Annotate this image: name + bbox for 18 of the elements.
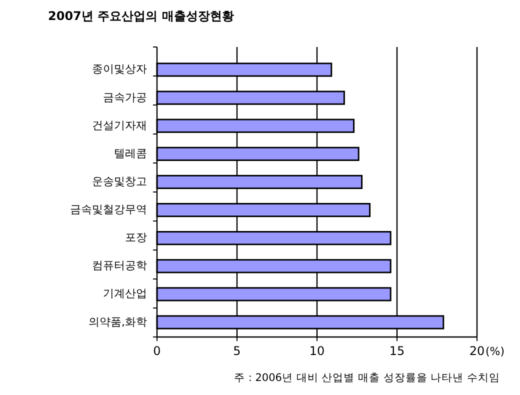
y-tick-label: 의약품,화학 [88,315,147,328]
x-tick-label: 0 [153,344,161,358]
y-tick-label: 건설기자재 [92,118,147,132]
chart-title: 2007년 주요산업의 매출성장현황 [48,9,234,23]
y-tick-label: 기계산업 [103,287,147,300]
y-tick-label: 금속가공 [103,90,147,104]
y-tick-label: 텔레콤 [114,146,147,160]
y-tick-label: 운송및창고 [92,174,147,188]
x-tick-label: 20 [469,344,485,358]
x-tick-label: 5 [233,344,241,358]
y-tick-label: 종이및상자 [92,62,147,76]
y-tick-label: 금속및철강무역 [70,203,147,216]
x-tick-label: 15 [389,344,405,358]
y-tick-label: 포장 [125,231,147,244]
y-tick-label: 컴퓨터공학 [92,259,147,272]
x-axis-title: (%) [485,345,505,358]
x-tick-label: 10 [309,344,325,358]
text: 주 : 2006년 대비 산업별 매출 성장률을 나타낸 수치임 [234,372,500,384]
